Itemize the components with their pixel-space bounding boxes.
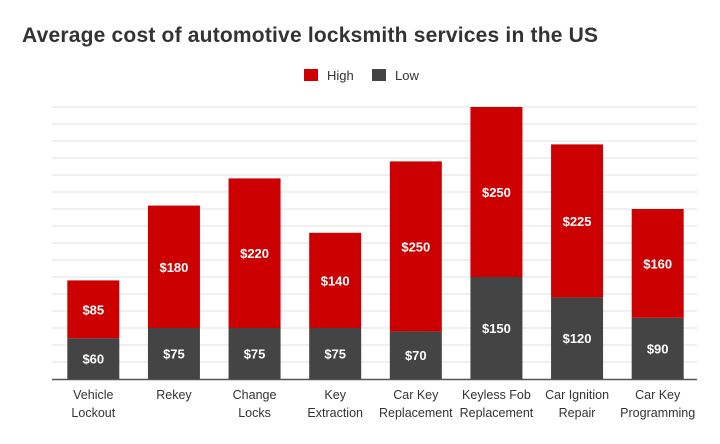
chart-title: Average cost of automotive locksmith ser…: [22, 24, 599, 47]
data-label-high: $160: [643, 256, 672, 271]
data-label-high: $250: [401, 239, 430, 254]
data-label-low: $75: [324, 347, 346, 362]
data-label-low: $120: [563, 331, 592, 346]
legend-label-high: High: [327, 67, 354, 83]
legend-label-low: Low: [395, 67, 419, 83]
data-label-high: $220: [240, 246, 269, 261]
bar-low: [228, 328, 281, 379]
data-label-high: $140: [321, 273, 350, 288]
bar-high: [389, 161, 442, 332]
legend-swatch-high: [304, 69, 318, 81]
bar-low: [470, 277, 523, 379]
x-tick-label: Car Ignition Repair: [545, 388, 609, 420]
data-label-low: $150: [482, 321, 511, 336]
data-label-low: $75: [244, 347, 266, 362]
bar-low: [67, 338, 120, 379]
data-label-low: $75: [163, 347, 185, 362]
data-label-low: $60: [82, 352, 104, 367]
x-tick-label: Car Key Replacement: [379, 388, 453, 420]
bar-low: [389, 331, 442, 379]
x-tick-label: Key Extraction: [307, 388, 363, 420]
bar-high: [309, 232, 362, 328]
bar-low: [309, 328, 362, 379]
legend-swatch-low: [372, 69, 386, 81]
data-label-high: $225: [563, 214, 592, 229]
legend-item-high: High: [304, 66, 354, 84]
chart-legend: High Low: [0, 66, 720, 84]
bar-high: [631, 209, 684, 318]
bar-low: [551, 297, 604, 379]
bar-low: [147, 328, 200, 379]
data-label-high: $180: [159, 260, 188, 275]
data-label-low: $90: [647, 341, 669, 356]
bar-high: [551, 144, 604, 298]
bar-high: [67, 280, 120, 339]
bar-high: [470, 107, 523, 277]
legend-item-low: Low: [372, 66, 419, 84]
bar-high: [147, 205, 200, 328]
x-tick-label: Rekey: [156, 388, 192, 402]
data-label-high: $250: [482, 185, 511, 200]
bar-high: [228, 178, 281, 328]
x-tick-label: Vehicle Lockout: [71, 388, 115, 420]
x-tick-label: Change Locks: [233, 388, 277, 420]
x-tick-label: Keyless Fob Replacement: [460, 388, 534, 420]
data-label-high: $85: [82, 302, 104, 317]
data-label-low: $70: [405, 348, 427, 363]
x-tick-label: Car Key Programming: [620, 388, 695, 420]
bar-low: [631, 317, 684, 379]
